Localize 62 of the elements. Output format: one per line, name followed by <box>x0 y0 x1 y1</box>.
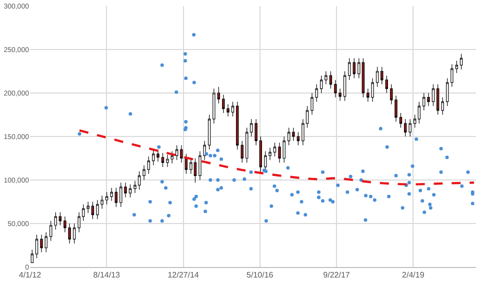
candlestick <box>450 64 454 88</box>
candlestick <box>446 78 449 106</box>
candlestick <box>441 97 444 116</box>
candlestick <box>54 212 57 230</box>
candlestick <box>142 164 146 180</box>
x-tick-label: 9/22/17 <box>323 270 350 280</box>
candlestick <box>180 144 183 163</box>
candlestick <box>35 234 38 259</box>
candlestick <box>217 86 220 104</box>
candlestick <box>128 184 132 198</box>
candlestick <box>236 101 239 150</box>
candlestick <box>208 114 211 150</box>
x-tick-label: 4/1/12 <box>18 270 42 280</box>
candlestick <box>324 70 328 85</box>
candlestick <box>161 152 164 168</box>
candlestick <box>436 84 440 116</box>
candlestick <box>408 118 412 137</box>
candlestick <box>105 192 108 205</box>
x-tick-label: 5/10/16 <box>246 270 274 280</box>
candlestick <box>231 101 234 117</box>
candlestick <box>254 118 258 146</box>
candlestick <box>114 188 118 208</box>
candlestick <box>432 84 435 106</box>
candlestick <box>380 66 384 85</box>
candlestick <box>404 118 407 137</box>
candlestick <box>329 70 332 89</box>
candlestick <box>376 66 379 88</box>
candlestick <box>292 128 295 142</box>
x-tick-label: 12/27/14 <box>168 270 200 280</box>
candlestick <box>385 75 388 94</box>
candlestick <box>30 249 34 263</box>
candlestick <box>259 136 262 174</box>
candlestick <box>147 156 150 174</box>
candlestick <box>72 223 76 244</box>
candlestick <box>110 188 113 202</box>
candlestick <box>362 58 365 98</box>
candlestick <box>343 70 346 102</box>
candlestick <box>138 171 141 190</box>
candlestick <box>250 118 253 137</box>
x-tick-label: 8/14/13 <box>93 270 121 280</box>
line-series <box>78 129 476 186</box>
candlestick <box>320 75 323 94</box>
candlestick <box>212 88 216 124</box>
candlestick <box>399 112 402 128</box>
candlestick <box>240 140 244 163</box>
candlestick <box>348 58 351 80</box>
candlestick <box>296 132 300 146</box>
candlestick <box>175 144 178 160</box>
x-tick-label: 2/4/19 <box>402 270 425 280</box>
candlestick <box>194 158 197 183</box>
candlestick <box>414 114 416 128</box>
candlestick <box>58 212 62 226</box>
candlestick <box>91 201 94 220</box>
candlestick <box>49 220 52 242</box>
candlestick <box>273 142 276 157</box>
candlestick <box>455 60 458 74</box>
candlestick <box>460 54 463 70</box>
candlestick <box>352 58 356 79</box>
candlestick <box>288 128 290 146</box>
candlestick <box>418 101 420 124</box>
candlestick <box>246 128 248 163</box>
candlestick <box>86 201 90 214</box>
